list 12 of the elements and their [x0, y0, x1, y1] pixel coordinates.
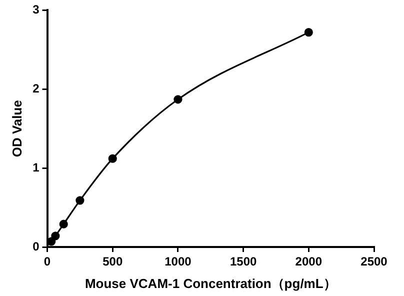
x-tick-label: 500	[102, 254, 123, 269]
y-tick-label: 0	[32, 239, 40, 254]
x-tick-label: 2000	[295, 254, 322, 269]
x-tick-label: 2500	[360, 254, 388, 269]
y-tick-label: 2	[32, 81, 40, 96]
y-tick-label: 1	[32, 160, 40, 174]
y-tick-label: 3	[32, 2, 40, 17]
x-tick-label: 1500	[230, 254, 257, 269]
x-tick-label: 0	[44, 254, 51, 269]
x-axis-title: Mouse VCAM-1 Concentration（pg/mL）	[84, 276, 336, 291]
x-tick-label: 1000	[164, 254, 192, 269]
y-axis-title: OD Value	[9, 100, 24, 158]
